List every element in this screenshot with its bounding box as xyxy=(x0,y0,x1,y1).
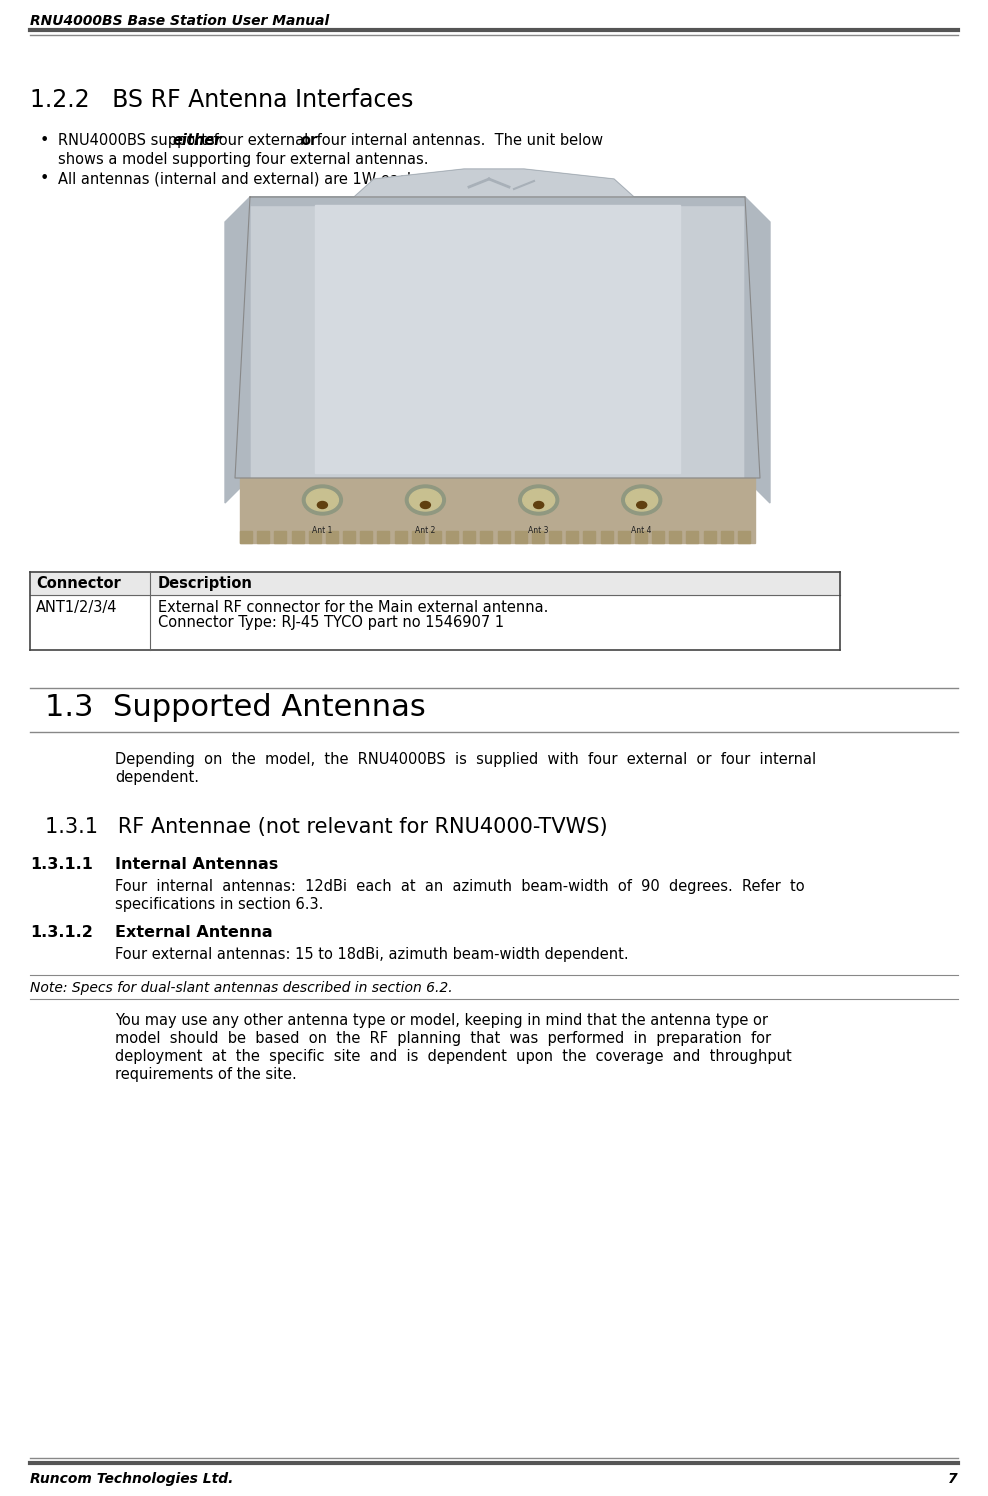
Polygon shape xyxy=(480,531,492,543)
Text: 7: 7 xyxy=(948,1472,958,1486)
Polygon shape xyxy=(446,531,458,543)
Text: RNU4000BS Base Station User Manual: RNU4000BS Base Station User Manual xyxy=(30,13,329,28)
Polygon shape xyxy=(308,531,321,543)
Text: deployment  at  the  specific  site  and  is  dependent  upon  the  coverage  an: deployment at the specific site and is d… xyxy=(115,1049,791,1064)
Ellipse shape xyxy=(405,485,446,515)
Text: •: • xyxy=(40,171,49,186)
Polygon shape xyxy=(361,531,372,543)
Text: or: or xyxy=(300,133,317,148)
Text: ANT1/2/3/4: ANT1/2/3/4 xyxy=(36,600,118,615)
Polygon shape xyxy=(429,531,441,543)
Polygon shape xyxy=(225,197,250,503)
Polygon shape xyxy=(240,531,252,543)
Polygon shape xyxy=(549,531,561,543)
Ellipse shape xyxy=(636,501,647,509)
Text: requirements of the site.: requirements of the site. xyxy=(115,1067,296,1082)
Polygon shape xyxy=(738,531,750,543)
Polygon shape xyxy=(618,531,629,543)
Polygon shape xyxy=(566,531,578,543)
Text: Four  internal  antennas:  12dBi  each  at  an  azimuth  beam-width  of  90  deg: Four internal antennas: 12dBi each at an… xyxy=(115,880,804,895)
Text: External Antenna: External Antenna xyxy=(115,925,273,939)
Text: Depending  on  the  model,  the  RNU4000BS  is  supplied  with  four  external  : Depending on the model, the RNU4000BS is… xyxy=(115,752,816,767)
Polygon shape xyxy=(498,531,510,543)
Polygon shape xyxy=(745,197,770,503)
Text: 1.3.1.1: 1.3.1.1 xyxy=(30,857,93,872)
Text: All antennas (internal and external) are 1W each: All antennas (internal and external) are… xyxy=(58,171,416,186)
Polygon shape xyxy=(703,531,715,543)
Polygon shape xyxy=(343,531,355,543)
Text: Ant 1: Ant 1 xyxy=(312,527,333,536)
Text: 1.3.1.2: 1.3.1.2 xyxy=(30,925,93,939)
Text: •: • xyxy=(40,133,49,148)
Text: four internal antennas.  The unit below: four internal antennas. The unit below xyxy=(312,133,604,148)
Polygon shape xyxy=(377,531,389,543)
Text: Connector Type: RJ-45 TYCO part no 1546907 1: Connector Type: RJ-45 TYCO part no 15469… xyxy=(158,615,504,630)
Ellipse shape xyxy=(519,485,558,515)
Text: dependent.: dependent. xyxy=(115,770,199,785)
Text: 1.3  Supported Antennas: 1.3 Supported Antennas xyxy=(45,693,426,723)
Polygon shape xyxy=(240,479,755,543)
Text: External RF connector for the Main external antenna.: External RF connector for the Main exter… xyxy=(158,600,548,615)
Text: Four external antennas: 15 to 18dBi, azimuth beam-width dependent.: Four external antennas: 15 to 18dBi, azi… xyxy=(115,947,628,962)
Text: 1.3.1   RF Antennae (not relevant for RNU4000-TVWS): 1.3.1 RF Antennae (not relevant for RNU4… xyxy=(45,817,608,836)
Text: specifications in section 6.3.: specifications in section 6.3. xyxy=(115,898,323,913)
Polygon shape xyxy=(275,531,287,543)
Polygon shape xyxy=(601,531,613,543)
Text: model  should  be  based  on  the  RF  planning  that  was  performed  in  prepa: model should be based on the RF planning… xyxy=(115,1031,771,1046)
Polygon shape xyxy=(250,169,745,197)
Polygon shape xyxy=(463,531,475,543)
Text: four external: four external xyxy=(209,133,313,148)
Polygon shape xyxy=(669,531,681,543)
Polygon shape xyxy=(687,531,699,543)
Text: Description: Description xyxy=(158,576,253,591)
Polygon shape xyxy=(583,531,596,543)
Polygon shape xyxy=(394,531,406,543)
Ellipse shape xyxy=(523,489,554,512)
Text: Ant 3: Ant 3 xyxy=(529,527,549,536)
Ellipse shape xyxy=(317,501,327,509)
Text: Internal Antennas: Internal Antennas xyxy=(115,857,279,872)
Ellipse shape xyxy=(306,489,339,512)
Polygon shape xyxy=(235,197,760,479)
Text: shows a model supporting four external antennas.: shows a model supporting four external a… xyxy=(58,153,429,168)
Text: 1.2.2   BS RF Antenna Interfaces: 1.2.2 BS RF Antenna Interfaces xyxy=(30,88,413,112)
Ellipse shape xyxy=(621,485,662,515)
Text: You may use any other antenna type or model, keeping in mind that the antenna ty: You may use any other antenna type or mo… xyxy=(115,1013,768,1028)
Ellipse shape xyxy=(409,489,442,512)
Ellipse shape xyxy=(421,501,431,509)
Polygon shape xyxy=(720,531,733,543)
Polygon shape xyxy=(315,205,680,473)
Text: RNU4000BS supports: RNU4000BS supports xyxy=(58,133,219,148)
Polygon shape xyxy=(635,531,647,543)
Text: Runcom Technologies Ltd.: Runcom Technologies Ltd. xyxy=(30,1472,233,1486)
Polygon shape xyxy=(326,531,338,543)
Text: Ant 4: Ant 4 xyxy=(631,527,652,536)
Polygon shape xyxy=(515,531,527,543)
Text: Note: Specs for dual-slant antennas described in section 6.2.: Note: Specs for dual-slant antennas desc… xyxy=(30,981,453,995)
Ellipse shape xyxy=(625,489,658,512)
Polygon shape xyxy=(250,197,745,205)
Polygon shape xyxy=(257,531,269,543)
Polygon shape xyxy=(291,531,303,543)
Text: Ant 2: Ant 2 xyxy=(415,527,436,536)
Polygon shape xyxy=(532,531,543,543)
Ellipse shape xyxy=(534,501,543,509)
Polygon shape xyxy=(30,571,840,595)
Ellipse shape xyxy=(302,485,343,515)
Polygon shape xyxy=(652,531,664,543)
Text: Connector: Connector xyxy=(36,576,121,591)
Polygon shape xyxy=(412,531,424,543)
Text: either: either xyxy=(173,133,222,148)
